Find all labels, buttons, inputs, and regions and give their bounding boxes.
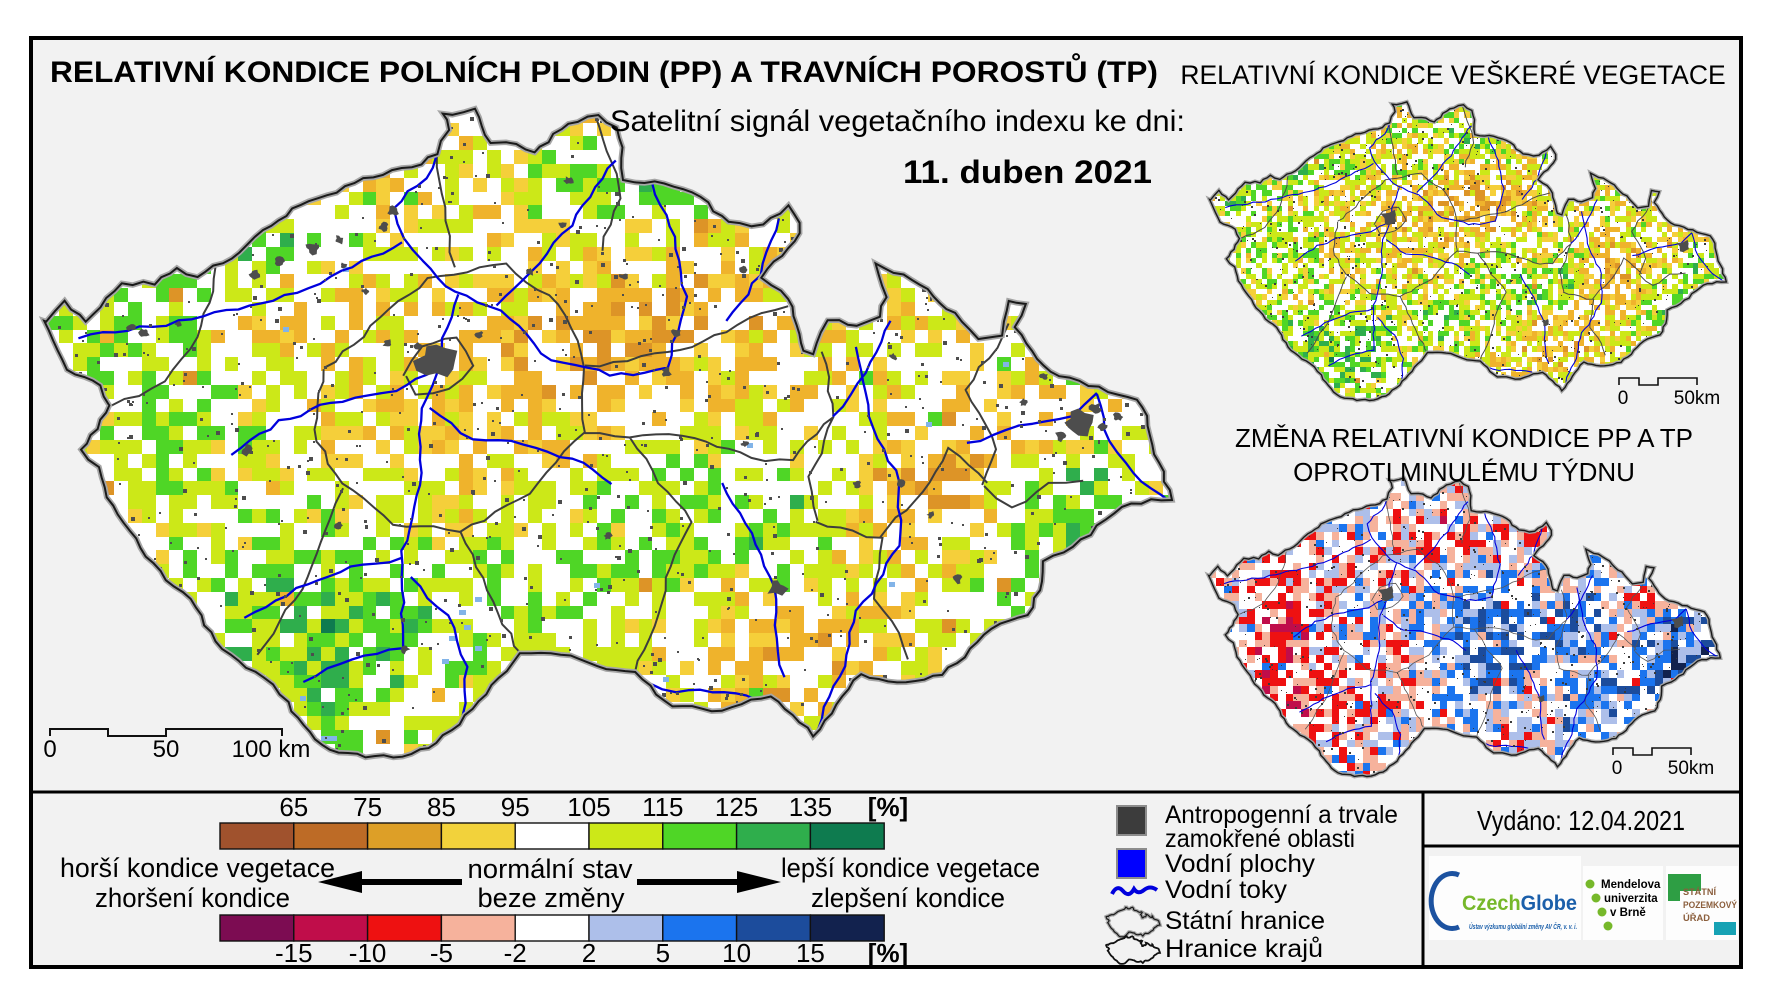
svg-text:75: 75 — [353, 792, 382, 822]
svg-text:[%]: [%] — [868, 792, 908, 822]
svg-text:ZMĚNA RELATIVNÍ KONDICE PP A T: ZMĚNA RELATIVNÍ KONDICE PP A TP — [1235, 423, 1693, 453]
svg-text:Vodní toky: Vodní toky — [1165, 876, 1288, 904]
svg-text:10: 10 — [722, 938, 751, 968]
svg-text:RELATIVNÍ KONDICE VEŠKERÉ VEGE: RELATIVNÍ KONDICE VEŠKERÉ VEGETACE — [1180, 60, 1725, 90]
svg-text:[%]: [%] — [868, 938, 908, 968]
svg-text:POZEMKOVÝ: POZEMKOVÝ — [1683, 899, 1738, 911]
svg-text:2: 2 — [582, 938, 596, 968]
svg-text:zlepšení kondice: zlepšení kondice — [811, 883, 1005, 913]
svg-text:65: 65 — [279, 792, 308, 822]
svg-text:0: 0 — [43, 736, 56, 763]
svg-text:50km: 50km — [1674, 388, 1720, 409]
svg-text:115: 115 — [642, 792, 683, 822]
svg-text:Mendelova: Mendelova — [1601, 879, 1661, 891]
svg-text:Vydáno: 12.04.2021: Vydáno: 12.04.2021 — [1477, 805, 1685, 836]
svg-text:Ústav výzkumu globální změny A: Ústav výzkumu globální změny AV ČR, v. v… — [1469, 922, 1577, 931]
svg-text:-2: -2 — [504, 938, 527, 968]
svg-text:-5: -5 — [430, 938, 453, 968]
svg-text:50: 50 — [153, 736, 180, 763]
svg-text:Satelitní signál vegetačního i: Satelitní signál vegetačního indexu ke d… — [610, 105, 1185, 138]
svg-text:15: 15 — [796, 938, 825, 968]
svg-text:135: 135 — [789, 792, 832, 822]
svg-text:50km: 50km — [1668, 758, 1714, 779]
svg-text:-15: -15 — [275, 938, 313, 968]
svg-text:beze změny: beze změny — [478, 883, 625, 913]
svg-text:-10: -10 — [349, 938, 387, 968]
svg-text:lepší kondice vegetace: lepší kondice vegetace — [781, 853, 1040, 883]
svg-text:horší kondice vegetace: horší kondice vegetace — [60, 853, 335, 883]
svg-text:Státní hranice: Státní hranice — [1165, 907, 1325, 935]
svg-text:Antropogenní a trvale: Antropogenní a trvale — [1165, 801, 1398, 829]
svg-text:OPROTI MINULÉMU TÝDNU: OPROTI MINULÉMU TÝDNU — [1293, 457, 1635, 487]
svg-text:11. duben 2021: 11. duben 2021 — [903, 154, 1152, 190]
svg-text:STÁTNÍ: STÁTNÍ — [1683, 887, 1716, 898]
svg-text:Vodní plochy: Vodní plochy — [1165, 850, 1316, 878]
svg-text:v Brně: v Brně — [1610, 907, 1646, 919]
svg-text:0: 0 — [1612, 758, 1623, 779]
svg-text:CzechGlobe: CzechGlobe — [1462, 891, 1577, 915]
svg-text:Hranice krajů: Hranice krajů — [1165, 935, 1323, 963]
svg-text:5: 5 — [656, 938, 670, 968]
svg-text:ÚŘAD: ÚŘAD — [1683, 912, 1710, 924]
svg-text:RELATIVNÍ KONDICE POLNÍCH PLOD: RELATIVNÍ KONDICE POLNÍCH PLODIN (PP) A … — [50, 53, 1158, 89]
svg-text:100 km: 100 km — [232, 736, 311, 763]
svg-text:univerzita: univerzita — [1604, 893, 1658, 905]
svg-text:85: 85 — [427, 792, 456, 822]
svg-text:zhoršení kondice: zhoršení kondice — [95, 883, 290, 913]
svg-text:125: 125 — [715, 792, 758, 822]
svg-text:105: 105 — [567, 792, 610, 822]
svg-text:normální stav: normální stav — [468, 854, 633, 884]
svg-text:zamokřené oblasti: zamokřené oblasti — [1165, 825, 1355, 853]
svg-text:0: 0 — [1618, 388, 1629, 409]
svg-text:95: 95 — [501, 792, 530, 822]
